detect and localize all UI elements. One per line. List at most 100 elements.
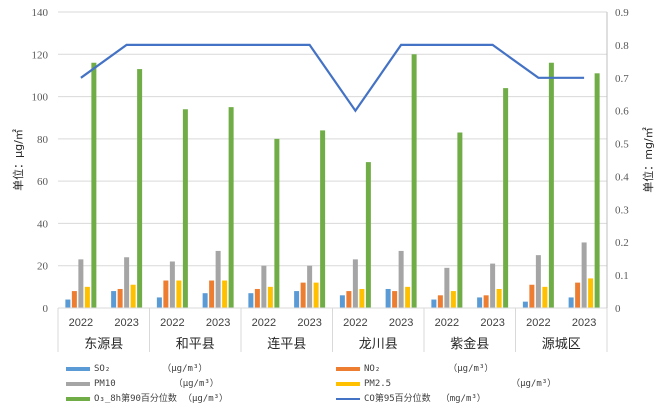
so2-swatch-icon — [66, 367, 90, 371]
bar — [588, 278, 594, 308]
bar — [398, 250, 404, 308]
x-category-label: 东源县 — [84, 337, 123, 352]
bar — [339, 295, 345, 308]
line-path — [80, 43, 585, 113]
bar — [535, 255, 541, 308]
y2-tick-label: 0.9 — [615, 7, 629, 19]
bar — [359, 288, 365, 308]
bar — [228, 107, 234, 309]
bar — [169, 261, 175, 308]
bar — [522, 301, 528, 308]
bar — [568, 297, 574, 308]
bar — [477, 297, 483, 308]
bar — [124, 257, 130, 308]
x-year-label: 2023 — [114, 317, 138, 329]
y2-tick-label: 0.6 — [615, 106, 629, 118]
x-year-label: 2023 — [206, 317, 230, 329]
x-year-label: 2022 — [252, 317, 276, 329]
bar — [352, 259, 358, 308]
bar — [137, 69, 143, 308]
legend-item-so2: SO₂ （μg/m³） — [66, 362, 207, 376]
legend-item-no2: NO₂ （μg/m³） — [336, 362, 493, 376]
bar — [267, 286, 273, 308]
bar — [261, 265, 267, 308]
bar — [163, 280, 169, 308]
bar — [496, 288, 502, 308]
co-line-swatch-icon — [336, 398, 360, 400]
bar — [594, 73, 600, 308]
bar — [483, 295, 489, 308]
y-tick-label: 0 — [43, 303, 49, 315]
left-axis-ticks: 0 20 40 60 80 100 120 140 — [32, 7, 49, 315]
bar — [457, 132, 463, 308]
bar — [176, 280, 182, 308]
bar — [365, 162, 371, 308]
legend-item-co: CO第95百分位数 （mg/m³） — [336, 392, 486, 406]
bar — [202, 293, 208, 308]
y2-tick-label: 0.8 — [615, 40, 629, 52]
bar — [222, 280, 228, 308]
bar — [84, 286, 90, 308]
x-year-label: 2022 — [160, 317, 184, 329]
x-category-label: 和平县 — [176, 337, 215, 352]
chart-canvas: 0 20 40 60 80 100 120 140 0 0.1 0.2 0.3 0.4 0.5 0.6 0.… — [11, 7, 655, 352]
legend-item-pm25: PM2.5 （μg/m³） — [336, 377, 556, 391]
pm10-swatch-icon — [66, 382, 90, 386]
bar — [437, 295, 443, 308]
x-category-label: 源城区 — [542, 337, 581, 352]
bar — [411, 54, 417, 309]
y2-tick-label: 0.1 — [615, 270, 629, 282]
bar — [346, 291, 352, 308]
bar — [503, 88, 509, 308]
y2-tick-label: 0.5 — [615, 139, 629, 151]
bar — [91, 62, 97, 308]
x-year-label: 2022 — [435, 317, 459, 329]
x-year-label: 2023 — [389, 317, 413, 329]
y-tick-label: 100 — [32, 92, 49, 104]
bar — [450, 291, 456, 308]
bar — [254, 288, 260, 308]
x-year-label: 2022 — [526, 317, 550, 329]
y2-tick-label: 0.2 — [615, 237, 629, 249]
bar — [392, 291, 398, 308]
y-tick-label: 140 — [32, 7, 49, 19]
co-line-series — [80, 43, 585, 113]
bar — [111, 291, 117, 308]
x-category-label: 连平县 — [267, 336, 306, 352]
legend-item-pm10: PM10 （μg/m³） — [66, 377, 219, 391]
bar — [581, 242, 587, 308]
bar — [307, 265, 313, 308]
legend-item-o3: O₃_8h第90百分位数 （μg/m³） — [66, 392, 228, 406]
bar — [209, 280, 215, 308]
bar — [320, 130, 326, 308]
bar — [313, 282, 319, 308]
bar — [490, 263, 496, 308]
bar — [215, 250, 221, 308]
bar — [182, 109, 188, 308]
bar — [405, 286, 411, 308]
no2-swatch-icon — [336, 367, 360, 371]
bar — [71, 291, 77, 308]
y2-tick-label: 0.7 — [615, 73, 629, 85]
bar — [294, 291, 300, 308]
x-year-label: 2023 — [572, 317, 596, 329]
left-axis-title: 单位：μg/㎡ — [11, 129, 25, 191]
x-year-label: 2023 — [480, 317, 504, 329]
o3-swatch-icon — [66, 397, 90, 401]
bar — [130, 284, 136, 308]
right-axis-ticks: 0 0.1 0.2 0.3 0.4 0.5 0.6 0.7 0.8 0.9 — [615, 7, 629, 315]
bar — [575, 282, 581, 308]
bar — [274, 138, 280, 308]
bar-series — [65, 54, 600, 309]
bar — [542, 286, 548, 308]
gridlines — [58, 11, 607, 309]
bar — [117, 288, 123, 308]
y2-tick-label: 0.3 — [615, 204, 629, 216]
bar — [385, 288, 391, 308]
y-tick-label: 120 — [32, 49, 49, 61]
y-tick-label: 20 — [37, 261, 49, 273]
x-year-label: 2022 — [69, 317, 93, 329]
bar — [65, 299, 71, 308]
bar — [156, 297, 162, 308]
bar — [300, 282, 306, 308]
